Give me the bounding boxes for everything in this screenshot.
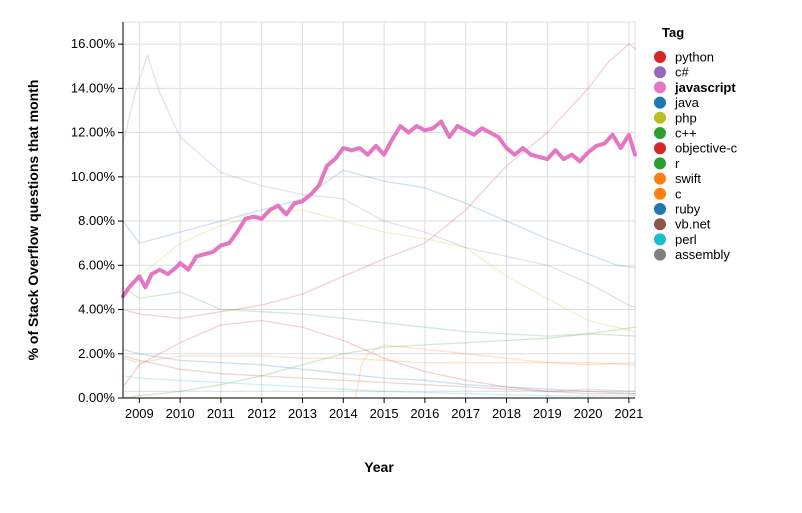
legend-swatch bbox=[654, 96, 666, 109]
legend-label: swift bbox=[675, 171, 701, 186]
y-axis-title: % of Stack Overflow questions that month bbox=[25, 80, 41, 361]
x-tick-label: 2015 bbox=[370, 406, 399, 421]
y-tick-label: 16.00% bbox=[71, 36, 116, 51]
x-tick-label: 2020 bbox=[574, 406, 603, 421]
legend-label: c++ bbox=[675, 126, 697, 141]
legend-swatch bbox=[654, 111, 666, 124]
x-tick-label: 2013 bbox=[288, 406, 317, 421]
legend-label: ruby bbox=[675, 202, 701, 217]
legend-label: vb.net bbox=[675, 217, 711, 232]
x-tick-label: 2019 bbox=[533, 406, 562, 421]
legend-swatch bbox=[654, 81, 666, 94]
legend-swatch bbox=[654, 248, 666, 261]
plot-frame bbox=[122, 21, 636, 399]
x-tick-label: 2012 bbox=[247, 406, 276, 421]
legend-swatch bbox=[654, 218, 666, 231]
legend: pythonc#javascriptjavaphpc++objective-cr… bbox=[654, 50, 738, 262]
legend-label: perl bbox=[675, 232, 697, 247]
x-tick-label: 2016 bbox=[410, 406, 439, 421]
legend-swatch bbox=[654, 187, 666, 200]
legend-swatch bbox=[654, 142, 666, 155]
legend-label: python bbox=[675, 50, 714, 65]
series-line-assembly bbox=[122, 388, 636, 393]
legend-swatch bbox=[654, 51, 666, 63]
x-tick-label: 2021 bbox=[614, 406, 643, 421]
y-tick-label: 8.00% bbox=[78, 213, 115, 228]
legend-title: Tag bbox=[662, 25, 684, 40]
y-tick-label: 4.00% bbox=[78, 302, 115, 317]
legend-label: objective-c bbox=[675, 141, 738, 156]
x-tick-label: 2018 bbox=[492, 406, 521, 421]
legend-label: java bbox=[674, 95, 700, 110]
axes: 2009 2010 2011 2012 2013 2014 2015 2016 2017 2018… bbox=[71, 22, 643, 421]
series-line-javascript bbox=[121, 119, 637, 299]
x-tick-label: 2014 bbox=[329, 406, 358, 421]
x-tick-label: 2010 bbox=[166, 406, 195, 421]
series-line-objective-c bbox=[122, 319, 636, 395]
series-lines bbox=[121, 43, 637, 399]
legend-label: c# bbox=[675, 65, 690, 80]
legend-label: php bbox=[675, 110, 697, 125]
series-line-php bbox=[122, 209, 636, 333]
series-line-swift bbox=[122, 344, 636, 399]
y-tick-label: 0.00% bbox=[78, 390, 115, 405]
legend-label: r bbox=[675, 156, 680, 171]
series-line-ruby bbox=[122, 348, 636, 393]
legend-swatch bbox=[654, 66, 666, 79]
series-line-perl bbox=[122, 375, 636, 397]
grid bbox=[122, 21, 636, 399]
x-tick-label: 2017 bbox=[451, 406, 480, 421]
y-tick-label: 10.00% bbox=[71, 169, 116, 184]
y-tick-label: 14.00% bbox=[71, 80, 116, 95]
series-line-python bbox=[122, 43, 636, 320]
x-tick-label: 2011 bbox=[207, 406, 235, 421]
legend-swatch bbox=[654, 127, 666, 139]
series-line-vb-net bbox=[122, 355, 636, 395]
legend-swatch bbox=[654, 233, 666, 246]
legend-swatch bbox=[654, 157, 666, 170]
legend-swatch bbox=[654, 203, 666, 215]
x-axis-title: Year bbox=[364, 459, 394, 475]
series-line-c bbox=[122, 355, 636, 366]
series-line-java bbox=[122, 169, 636, 269]
legend-label: assembly bbox=[675, 247, 730, 262]
y-tick-label: 2.00% bbox=[78, 346, 115, 361]
y-tick-label: 12.00% bbox=[71, 125, 116, 140]
series-line-r bbox=[122, 333, 636, 399]
series-line-c- bbox=[122, 54, 636, 308]
y-tick-label: 6.00% bbox=[78, 257, 115, 272]
legend-label: c bbox=[675, 186, 682, 201]
legend-label: javascript bbox=[674, 80, 736, 95]
x-tick-label: 2009 bbox=[125, 406, 154, 421]
series-line-c- bbox=[122, 286, 636, 337]
legend-swatch bbox=[654, 172, 666, 185]
